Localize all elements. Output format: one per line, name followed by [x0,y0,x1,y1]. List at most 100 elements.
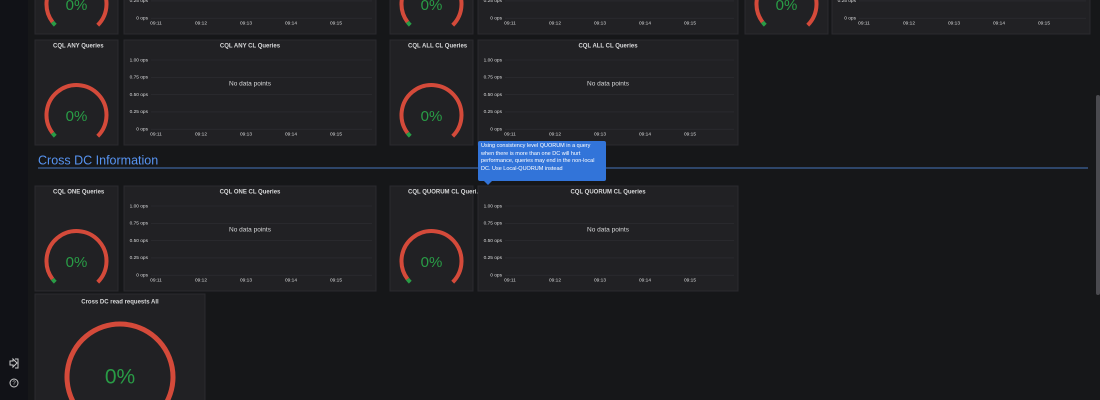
x-tick-label: 09:15 [1038,20,1050,26]
gauge-panel [389,185,474,292]
y-tick-label: 0.25 ops [838,0,857,4]
gauge-arc-green [50,131,57,138]
panel-title[interactable]: CQL ANY Queries [53,44,104,50]
tooltip: Using consistency level QUORUM in a quer… [478,141,606,185]
panel-title[interactable]: CQL ONE Queries [53,190,105,196]
x-tick-label: 09:15 [684,277,696,283]
y-tick-label: 0.25 ops [130,109,149,115]
x-tick-label: 09:14 [639,131,651,137]
x-tick-label: 09:11 [504,277,516,283]
y-tick-label: 0.50 ops [484,238,503,244]
x-tick-label: 09:14 [993,20,1005,26]
panel-title[interactable]: CQL ALL CL Queries [408,44,468,50]
sidebar [0,0,28,400]
gauge-value: 0% [66,254,88,271]
x-tick-label: 09:14 [285,131,297,137]
x-tick-label: 09:14 [285,20,297,26]
y-tick-label: 0.75 ops [130,75,149,81]
x-tick-label: 09:15 [330,277,342,283]
gauge-panel [34,39,119,146]
panel-title[interactable]: CQL QUORUM CL Queries [570,190,646,196]
x-tick-label: 09:14 [639,277,651,283]
x-tick-label: 09:14 [285,277,297,283]
x-tick-label: 09:11 [150,20,162,26]
gauge-arc-green [405,277,412,284]
gauge-arc [399,83,464,138]
y-tick-label: 0.25 ops [130,0,149,4]
y-tick-label: 0 ops [136,126,148,132]
panel-title[interactable]: Cross DC read requests All [81,300,159,306]
panel-title[interactable]: CQL QUORUM CL Queri... [408,190,482,196]
x-tick-label: 09:13 [240,277,252,283]
gauge-value: 0% [66,108,88,125]
graph-panel [123,185,377,292]
y-tick-label: 0.50 ops [130,238,149,244]
y-tick-label: 0 ops [490,272,502,278]
x-tick-label: 09:13 [948,20,960,26]
scrollbar[interactable] [1096,95,1100,295]
x-tick-label: 09:12 [549,20,561,26]
gauge-panel [389,39,474,146]
graph-panel [831,0,1091,35]
gauge-arc-green [760,20,767,27]
panel-title[interactable]: CQL ONE CL Queries [220,190,281,196]
sign-in-icon[interactable] [9,357,19,369]
gauge-arc-green [405,131,412,138]
gauge-value: 0% [421,254,443,271]
x-tick-label: 09:15 [684,20,696,26]
gauge-value: 0% [776,0,798,14]
y-tick-label: 0 ops [490,126,502,132]
graph-panel [477,185,739,292]
x-tick-label: 09:12 [549,277,561,283]
x-tick-label: 09:14 [639,20,651,26]
gauge-value: 0% [66,0,88,14]
x-tick-label: 09:12 [195,131,207,137]
y-tick-label: 0.75 ops [484,221,503,227]
y-tick-label: 0 ops [844,15,856,21]
graph-panel [123,0,377,35]
no-data: No data points [587,227,630,234]
y-tick-label: 1.00 ops [130,57,149,63]
section-title[interactable]: Cross DC Information [38,153,158,167]
gauge-arc-green [405,20,412,27]
x-tick-label: 09:13 [240,131,252,137]
x-tick-label: 09:11 [504,20,516,26]
svg-text:?: ? [12,381,16,387]
y-tick-label: 1.00 ops [484,57,503,63]
gauge-arc-green [50,20,57,27]
x-tick-label: 09:12 [195,20,207,26]
y-tick-label: 0.75 ops [130,221,149,227]
gauge-arc [44,83,109,138]
gauge-arc [754,0,819,27]
x-tick-label: 09:11 [150,131,162,137]
graph-panel [123,39,377,146]
gauge-arc-green [50,277,57,284]
gauge-arc [399,229,464,284]
x-tick-label: 09:13 [594,131,606,137]
no-data: No data points [229,227,272,234]
y-tick-label: 1.00 ops [130,203,149,209]
x-tick-label: 09:11 [858,20,870,26]
panel-title[interactable]: CQL ALL CL Queries [578,44,638,50]
y-tick-label: 0 ops [136,272,148,278]
x-tick-label: 09:15 [684,131,696,137]
y-tick-label: 0 ops [490,15,502,21]
gauge-panel [34,293,206,400]
graph-panel [477,39,739,146]
x-tick-label: 09:13 [240,20,252,26]
gauge-arc [399,0,464,27]
gauge-panel [34,185,119,292]
help-icon[interactable]: ? [9,378,19,388]
gauge-arc [44,229,109,284]
no-data: No data points [229,81,272,88]
y-tick-label: 0 ops [136,15,148,21]
panel-title[interactable]: CQL ANY CL Queries [220,44,281,50]
gauge-arc [44,0,109,27]
x-tick-label: 09:11 [504,131,516,137]
y-tick-label: 0.75 ops [484,75,503,81]
gauge-value: 0% [105,366,135,389]
x-tick-label: 09:11 [150,277,162,283]
y-tick-label: 0.25 ops [484,0,503,4]
y-tick-label: 0.25 ops [484,255,503,261]
